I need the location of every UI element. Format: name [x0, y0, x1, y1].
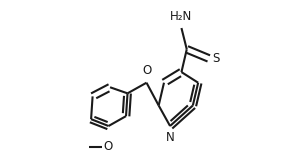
Text: H₂N: H₂N [170, 11, 193, 23]
Text: S: S [212, 52, 219, 65]
Text: N: N [166, 131, 175, 144]
Text: O: O [142, 64, 151, 77]
Text: O: O [103, 140, 113, 153]
